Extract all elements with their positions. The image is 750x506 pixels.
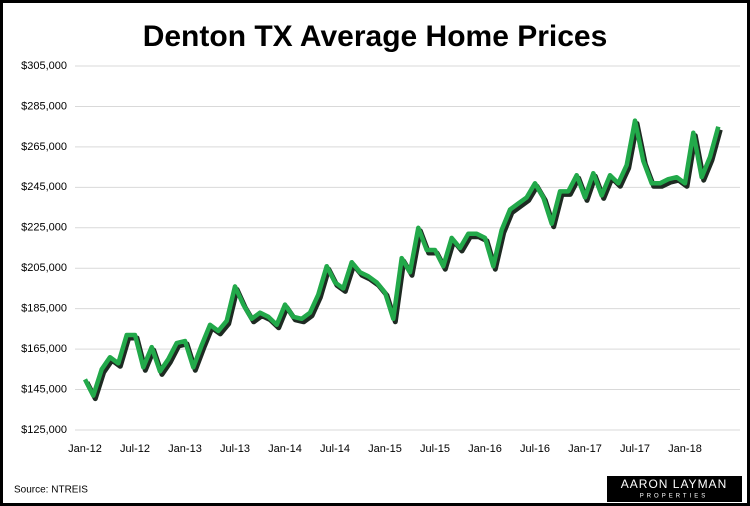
x-tick-label: Jul-12 [120,443,150,455]
x-tick-label: Jan-17 [568,443,602,455]
y-tick-label: $125,000 [21,424,67,436]
x-tick-label: Jul-13 [220,443,250,455]
x-tick-label: Jan-14 [268,443,302,455]
x-tick-label: Jul-17 [620,443,650,455]
chart-title: Denton TX Average Home Prices [143,20,608,53]
x-tick-label: Jul-15 [420,443,450,455]
logo-subtitle: PROPERTIES [640,494,709,500]
y-tick-label: $145,000 [21,383,67,395]
x-tick-label: Jan-13 [168,443,202,455]
y-tick-label: $205,000 [21,262,67,274]
source-note: Source: NTREIS [14,485,88,496]
y-tick-label: $285,000 [21,100,67,112]
y-tick-label: $305,000 [21,60,67,72]
y-tick-label: $245,000 [21,181,67,193]
logo: AARON LAYMAN [621,477,727,491]
x-tick-label: Jul-16 [520,443,550,455]
x-tick-label: Jan-16 [468,443,502,455]
y-tick-label: $225,000 [21,222,67,234]
series-line [82,118,721,398]
x-tick-label: Jan-18 [668,443,702,455]
logo-box [607,476,742,502]
x-tick-label: Jan-15 [368,443,402,455]
y-tick-label: $265,000 [21,141,67,153]
x-tick-label: Jan-12 [68,443,102,455]
y-tick-label: $165,000 [21,343,67,355]
x-tick-label: Jul-14 [320,443,350,455]
y-tick-label: $185,000 [21,303,67,315]
